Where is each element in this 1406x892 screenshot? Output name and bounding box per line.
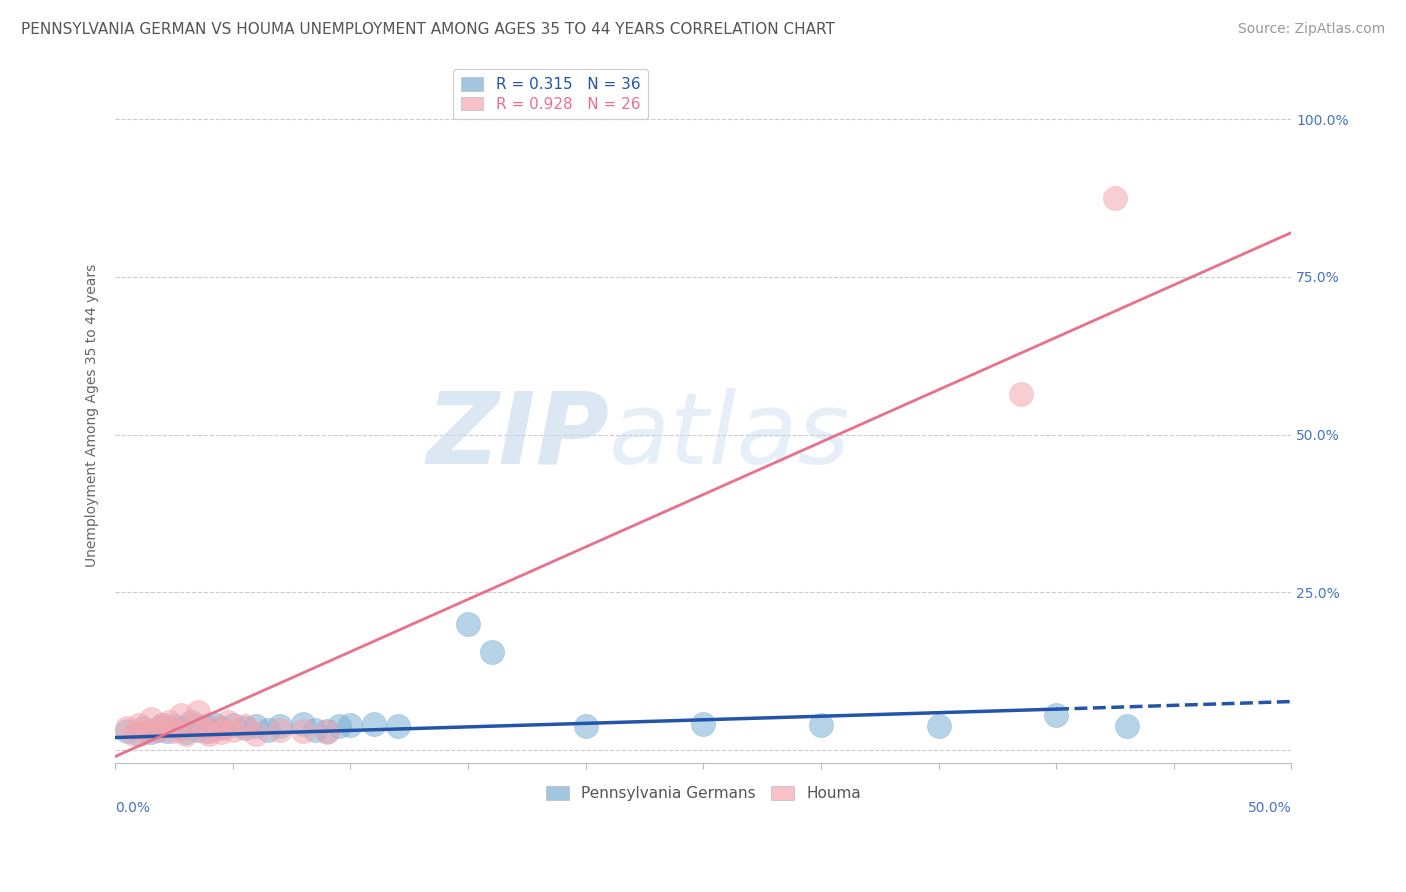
Point xyxy=(339,718,361,732)
Text: PENNSYLVANIA GERMAN VS HOUMA UNEMPLOYMENT AMONG AGES 35 TO 44 YEARS CORRELATION : PENNSYLVANIA GERMAN VS HOUMA UNEMPLOYMEN… xyxy=(21,22,835,37)
Point xyxy=(328,719,350,733)
Point xyxy=(245,719,267,733)
Point xyxy=(222,718,245,732)
Point xyxy=(187,723,209,737)
Point xyxy=(181,718,204,732)
Point xyxy=(198,727,221,741)
Point xyxy=(209,725,232,739)
Point xyxy=(1115,719,1137,733)
Point xyxy=(202,716,225,731)
Text: atlas: atlas xyxy=(609,388,851,485)
Point xyxy=(174,725,197,739)
Point xyxy=(115,724,138,739)
Point xyxy=(128,727,150,741)
Point xyxy=(180,714,202,729)
Point xyxy=(194,724,217,739)
Point xyxy=(575,719,598,733)
Point xyxy=(928,719,950,733)
Point xyxy=(194,719,217,733)
Point xyxy=(187,706,209,720)
Point xyxy=(692,716,714,731)
Point xyxy=(115,721,138,735)
Point xyxy=(163,719,186,733)
Point xyxy=(209,721,232,735)
Point xyxy=(150,718,173,732)
Point xyxy=(233,719,256,733)
Point xyxy=(233,721,256,735)
Y-axis label: Unemployment Among Ages 35 to 44 years: Unemployment Among Ages 35 to 44 years xyxy=(86,264,100,567)
Point xyxy=(1104,191,1126,205)
Text: ZIP: ZIP xyxy=(426,388,609,485)
Point xyxy=(170,708,193,723)
Text: Source: ZipAtlas.com: Source: ZipAtlas.com xyxy=(1237,22,1385,37)
Point xyxy=(128,718,150,732)
Point xyxy=(146,723,169,737)
Text: 0.0%: 0.0% xyxy=(115,801,150,815)
Point xyxy=(156,724,179,739)
Point xyxy=(222,723,245,737)
Text: 50.0%: 50.0% xyxy=(1247,801,1291,815)
Point xyxy=(316,725,339,739)
Point xyxy=(157,714,180,729)
Point xyxy=(139,725,162,739)
Point xyxy=(457,616,479,631)
Point xyxy=(170,721,193,735)
Point xyxy=(481,645,503,659)
Point xyxy=(150,719,173,733)
Point xyxy=(139,712,162,726)
Point xyxy=(269,719,291,733)
Point xyxy=(135,725,157,739)
Point xyxy=(174,727,197,741)
Point xyxy=(269,723,291,737)
Point xyxy=(1010,386,1032,401)
Point xyxy=(132,721,155,735)
Point xyxy=(146,723,169,737)
Point xyxy=(363,716,385,731)
Point xyxy=(163,724,186,739)
Legend: Pennsylvania Germans, Houma: Pennsylvania Germans, Houma xyxy=(540,780,868,807)
Point xyxy=(198,724,221,739)
Point xyxy=(217,714,239,729)
Point xyxy=(257,723,280,737)
Point xyxy=(810,718,832,732)
Point xyxy=(304,723,326,737)
Point xyxy=(292,724,315,739)
Point xyxy=(1045,708,1067,723)
Point xyxy=(245,727,267,741)
Point xyxy=(387,719,409,733)
Point xyxy=(205,721,228,735)
Point xyxy=(122,727,145,741)
Point xyxy=(292,716,315,731)
Point xyxy=(316,724,339,739)
